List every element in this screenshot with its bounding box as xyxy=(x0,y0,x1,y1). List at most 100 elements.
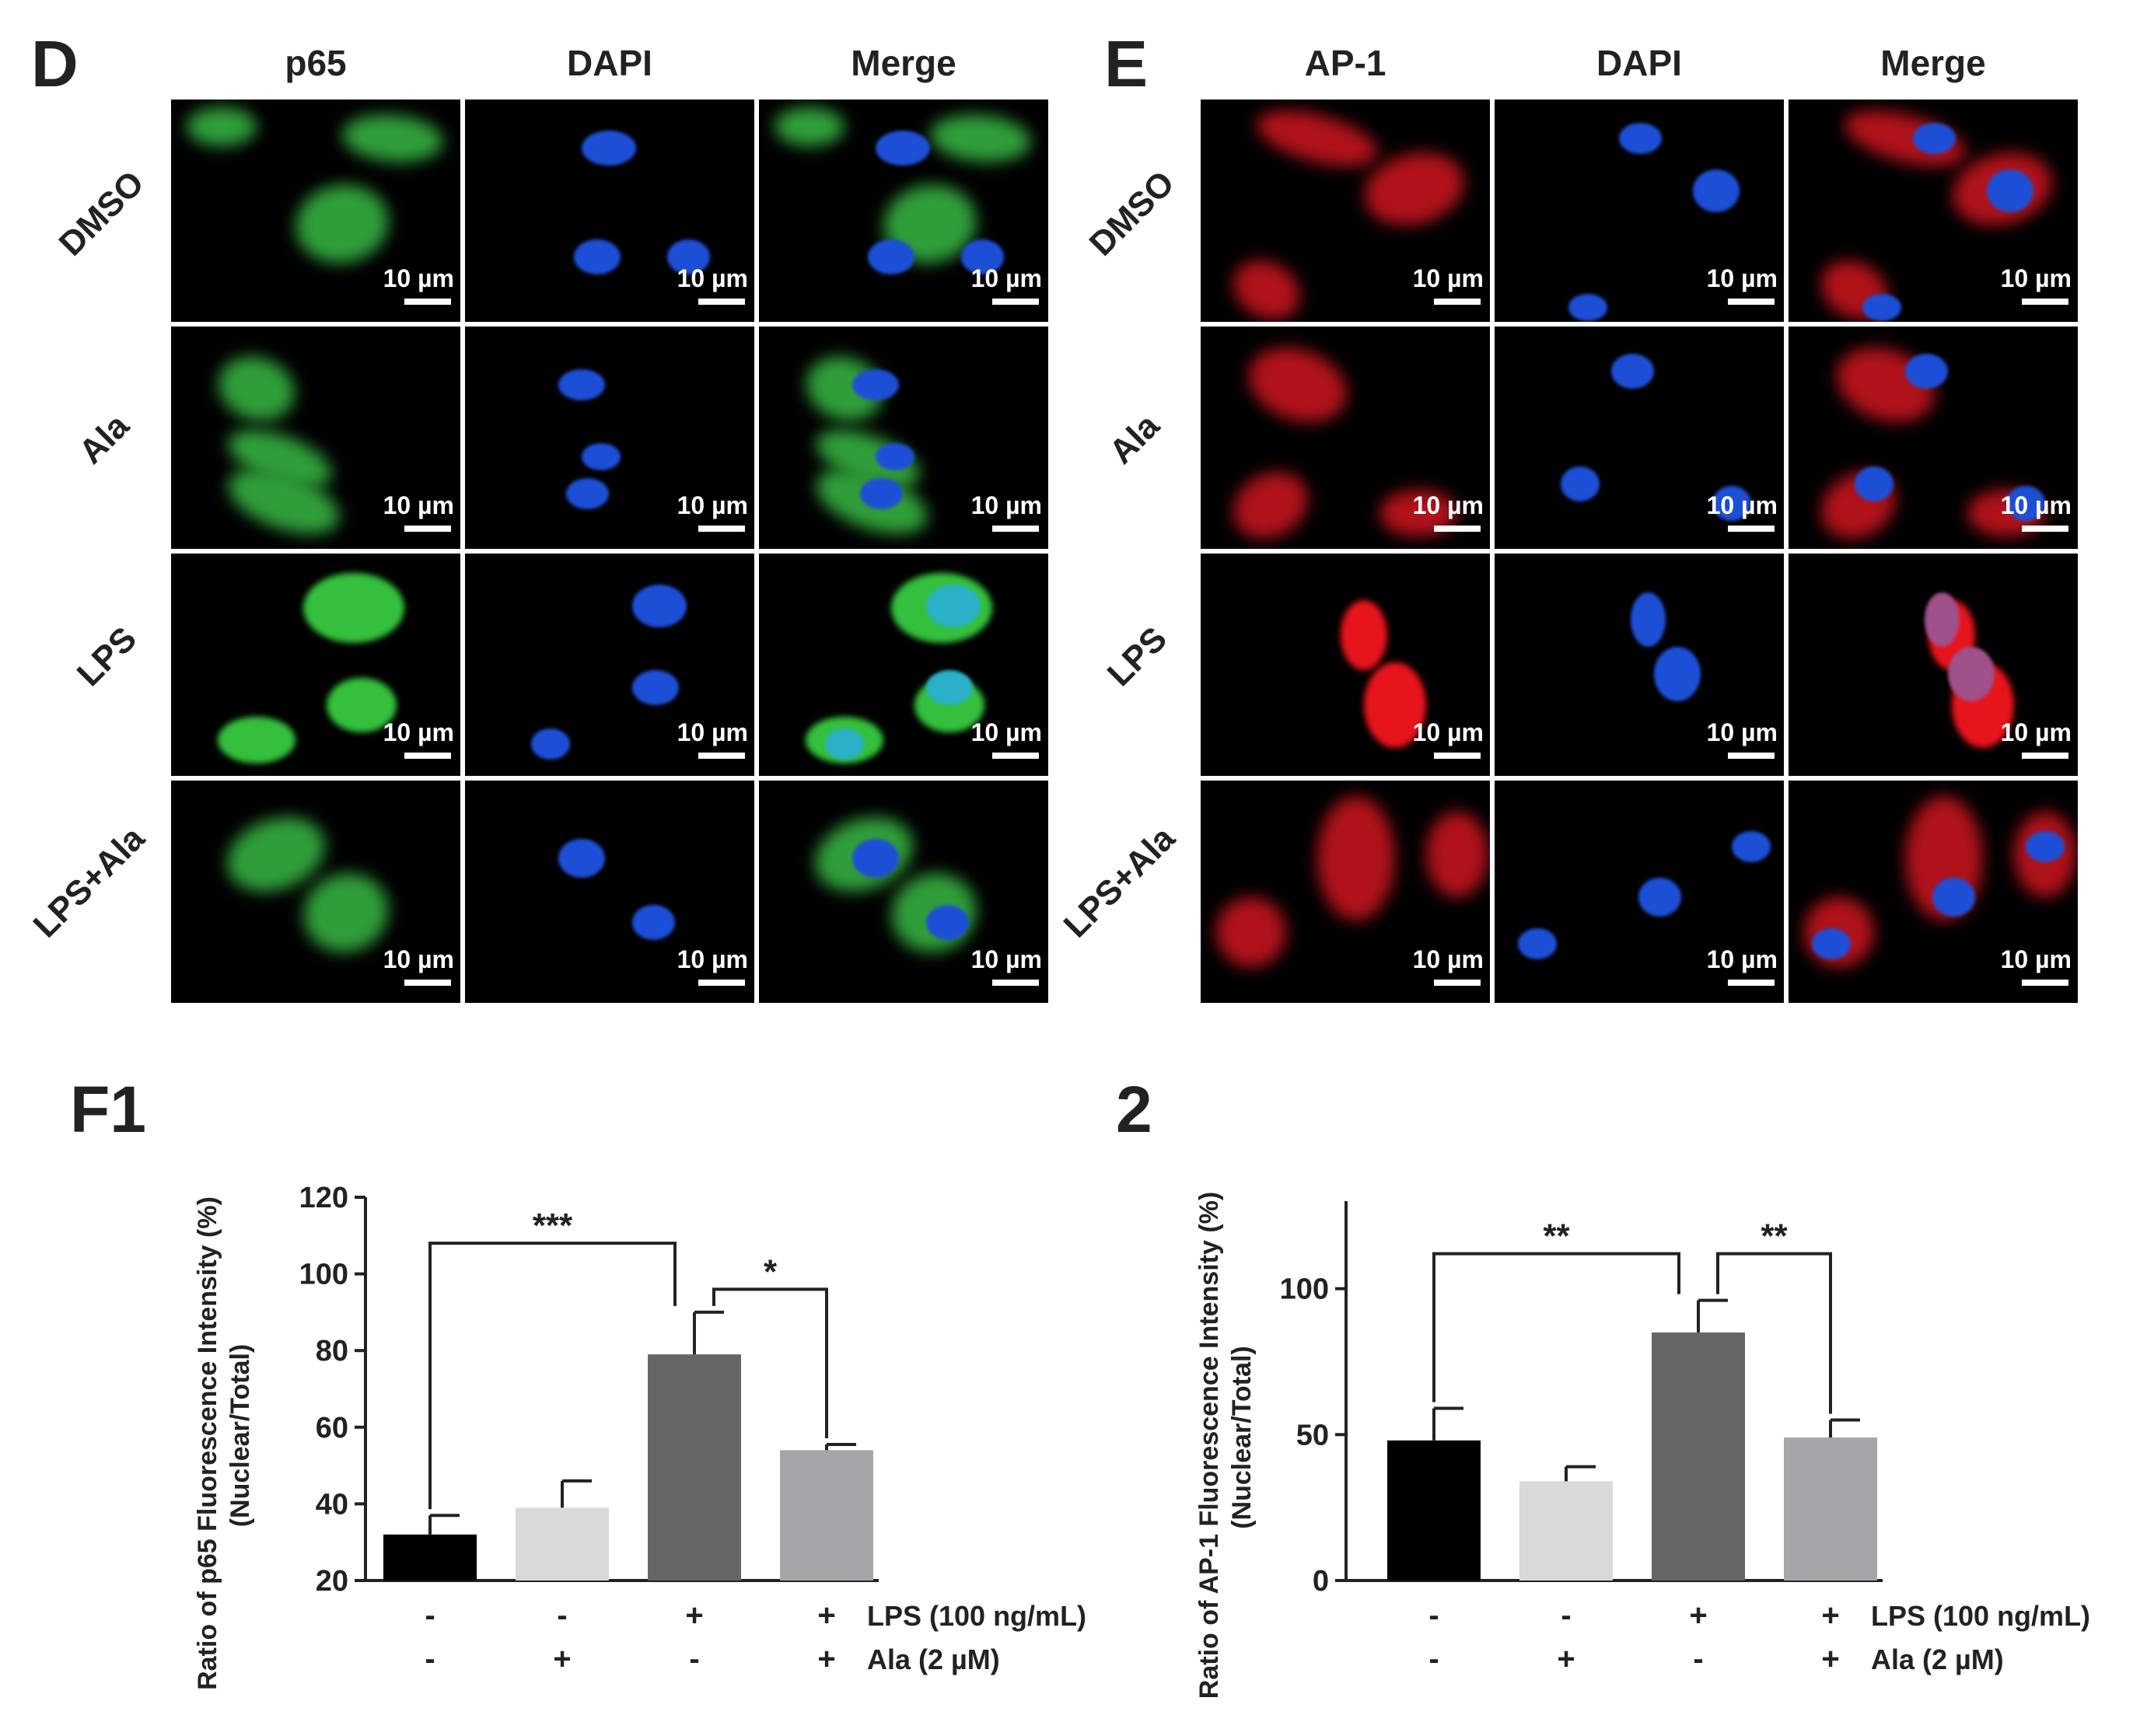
nucleus-stain xyxy=(1905,354,1948,389)
nucleus-stain xyxy=(574,239,621,274)
cytoplasm-stain xyxy=(928,110,1033,166)
chart-f2: 0 50 100 Ratio of AP-1 Fluorescence Intensi… xyxy=(1194,1192,2090,1699)
scale-bar xyxy=(404,753,451,759)
nucleus-stain xyxy=(876,131,930,166)
nucleus-stain xyxy=(1925,592,1960,647)
condition-sign: - xyxy=(425,1642,435,1676)
nucleus-stain xyxy=(632,670,679,705)
scale-bar-label: 10 µm xyxy=(677,491,748,519)
panel-d-col-merge: Merge xyxy=(851,43,956,83)
panel-e-row-lpsala: LPS+Ala xyxy=(1056,819,1183,945)
cytoplasm-stain xyxy=(1426,812,1488,897)
bar-lps-ala xyxy=(780,1450,873,1581)
condition-sign: + xyxy=(817,1598,835,1633)
scale-bar-label: 10 µm xyxy=(1706,718,1778,746)
panel-e-col-ap1: AP-1 xyxy=(1304,43,1386,83)
panel-e-tile-r1-c1: 10 µm xyxy=(1201,100,1490,322)
scale-bar xyxy=(698,299,745,305)
y-tick-label: 50 xyxy=(1296,1419,1329,1451)
nucleus-stain xyxy=(582,443,621,470)
condition-sign: - xyxy=(425,1598,435,1633)
nucleus-stain xyxy=(1913,123,1956,154)
panel-e-tile-r3-c3: 10 µm xyxy=(1789,554,2078,776)
condition-label: Ala (2 µM) xyxy=(1871,1643,2004,1675)
panel-d-tile-r2-c3: 10 µm xyxy=(759,327,1048,549)
nucleus-stain xyxy=(1862,294,1901,321)
nucleus-stain xyxy=(1812,928,1851,959)
nucleus-stain xyxy=(1638,878,1681,917)
y-axis-label-sub: (Nuclear/Total) xyxy=(226,1344,255,1528)
significance-label: ** xyxy=(1543,1217,1570,1256)
nucleus-stain xyxy=(1855,466,1893,501)
y-tick-label: 100 xyxy=(299,1259,348,1291)
significance-label: *** xyxy=(533,1207,573,1245)
significance-label: * xyxy=(764,1252,778,1291)
nucleus-stain xyxy=(860,478,903,509)
panel-e-tile-r4-c1: 10 µm xyxy=(1201,781,1490,1003)
condition-sign: + xyxy=(685,1598,703,1633)
condition-label: Ala (2 µM) xyxy=(867,1643,1000,1675)
scale-bar xyxy=(1434,526,1481,532)
condition-sign: - xyxy=(1428,1598,1439,1633)
nucleus-stain xyxy=(926,905,969,940)
scale-bar-label: 10 µm xyxy=(383,264,454,292)
scale-bar xyxy=(1434,299,1481,305)
scale-bar-label: 10 µm xyxy=(1706,945,1778,973)
scale-bar xyxy=(1728,753,1775,759)
panel-e-col-merge: Merge xyxy=(1880,43,1986,83)
panel-d-tile-r3-c2: 10 µm xyxy=(465,554,754,776)
nucleus-stain xyxy=(632,585,687,627)
panel-d-tile-r1-c3: 10 µm xyxy=(759,100,1048,322)
cytoplasm-stain xyxy=(1364,662,1426,748)
panel-e-tile-r2-c1: 10 µm xyxy=(1201,327,1490,549)
nucleus-stain xyxy=(1568,294,1607,321)
significance-bracket xyxy=(1716,1252,1832,1414)
nucleus-stain xyxy=(926,670,973,705)
scale-bar xyxy=(698,753,745,759)
panel-e-tile-r3-c2: 10 µm xyxy=(1495,554,1784,776)
scale-bar xyxy=(404,526,451,532)
scale-bar xyxy=(992,980,1039,986)
cytoplasm-stain xyxy=(1238,334,1358,435)
significance-label: ** xyxy=(1761,1217,1788,1256)
scale-bar xyxy=(992,526,1039,532)
scale-bar-label: 10 µm xyxy=(383,718,454,746)
bar-dmso xyxy=(1387,1440,1481,1581)
nucleus-stain xyxy=(667,239,710,274)
nucleus-stain xyxy=(1654,647,1701,701)
nucleus-stain xyxy=(1948,647,1995,701)
y-tick-label: 20 xyxy=(316,1565,348,1598)
condition-sign: + xyxy=(553,1642,571,1676)
scale-bar xyxy=(2022,980,2068,986)
scale-bar-label: 10 µm xyxy=(1412,945,1484,973)
nucleus-stain xyxy=(961,239,1004,274)
panel-f2-letter: 2 xyxy=(1116,1073,1152,1146)
significance-bracket xyxy=(428,1242,677,1510)
scale-bar-label: 10 µm xyxy=(383,945,454,973)
bar-lps xyxy=(648,1354,741,1581)
nucleus-stain xyxy=(558,369,605,400)
scale-bar xyxy=(2022,299,2068,305)
condition-label: LPS (100 ng/mL) xyxy=(867,1600,1086,1632)
nucleus-stain xyxy=(1693,169,1740,212)
nucleus-stain xyxy=(632,905,675,940)
nucleus-stain xyxy=(852,369,899,400)
scale-bar xyxy=(2022,526,2068,532)
scale-bar-label: 10 µm xyxy=(383,491,454,519)
panel-d-row-lps: LPS xyxy=(69,620,145,694)
nucleus-stain xyxy=(1561,466,1600,501)
panel-e-tile-r2-c3: 10 µm xyxy=(1789,327,2078,549)
scale-bar-label: 10 µm xyxy=(970,718,1042,746)
scale-bar xyxy=(698,980,745,986)
cytoplasm-stain xyxy=(1250,100,1384,177)
nucleus-stain xyxy=(1732,831,1771,862)
condition-sign: - xyxy=(557,1598,567,1633)
cytoplasm-stain xyxy=(775,107,844,146)
panel-d-tile-r3-c3: 10 µm xyxy=(759,554,1048,776)
nucleus-stain xyxy=(1611,354,1654,389)
y-tick-label: 80 xyxy=(316,1335,348,1367)
scale-bar-label: 10 µm xyxy=(1706,491,1778,519)
scale-bar-label: 10 µm xyxy=(2000,718,2072,746)
panel-d-tile-r3-c1: 10 µm xyxy=(171,554,460,776)
cytoplasm-stain xyxy=(289,177,395,271)
